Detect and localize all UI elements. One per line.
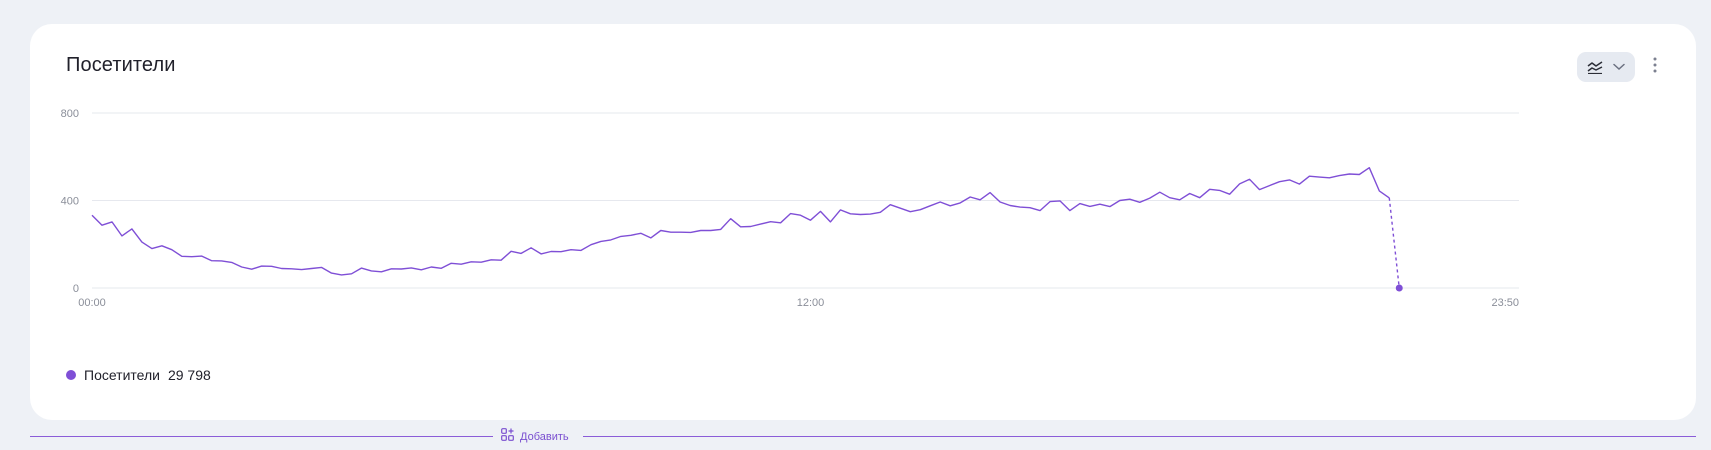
add-widget-icon — [501, 428, 514, 446]
chevron-down-icon — [1613, 63, 1625, 71]
vertical-dots-icon — [1653, 57, 1657, 78]
widget-menu-button[interactable] — [1643, 52, 1667, 82]
series-line — [91, 167, 1390, 276]
add-widget-label: Добавить — [520, 431, 569, 443]
x-tick-label: 12:00 — [797, 297, 825, 309]
widget-title: Посетители — [66, 54, 176, 76]
y-tick-label: 800 — [61, 108, 79, 120]
y-tick-label: 0 — [73, 283, 79, 295]
line-chart-icon — [1587, 60, 1603, 74]
chart-type-button[interactable] — [1577, 52, 1635, 82]
add-widget-button[interactable]: Добавить — [497, 428, 573, 446]
legend-label: Посетители — [84, 367, 160, 383]
visitors-line-chart: 0 400 800 00:00 12:00 23:50 — [61, 108, 1519, 309]
legend-total: 29 798 — [167, 367, 211, 383]
y-tick-label: 400 — [61, 196, 79, 208]
series-line-incomplete — [1388, 197, 1400, 289]
x-tick-label: 00:00 — [78, 297, 106, 309]
last-data-point — [1395, 284, 1403, 292]
legend-marker — [66, 370, 76, 380]
visitors-widget: Посетители 0 400 800 00:00 12:00 23:50 П — [30, 24, 1696, 420]
x-tick-label: 23:50 — [1491, 297, 1519, 309]
divider-right — [583, 436, 1696, 437]
divider-left — [30, 436, 493, 437]
chart-legend[interactable]: Посетители 29 798 — [66, 367, 211, 383]
add-widget-bar: Добавить — [30, 426, 1696, 448]
